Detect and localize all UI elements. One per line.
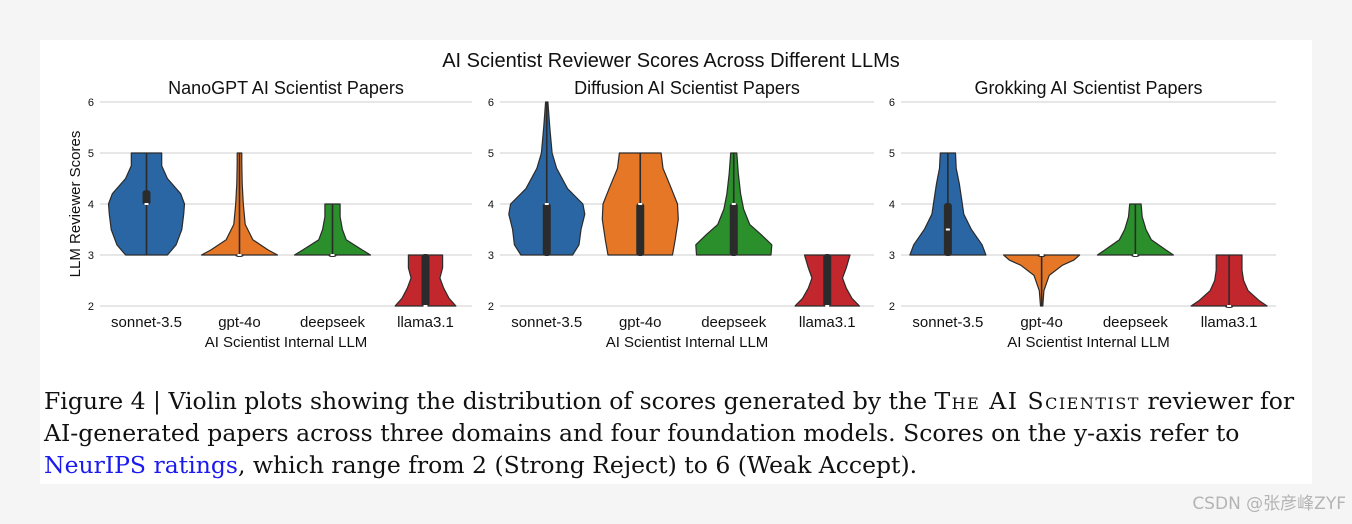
figure-card: AI Scientist Reviewer Scores Across Diff… — [40, 40, 1312, 484]
median-llama3.1 — [423, 305, 428, 307]
caption-text-before: Violin plots showing the distribution of… — [168, 387, 928, 415]
iqr-box-llama3.1 — [421, 254, 430, 307]
caption-text-middle: reviewer for AI-generated papers across … — [44, 387, 1295, 447]
x-tick-label: llama3.1 — [1201, 314, 1258, 331]
y-tick-label: 5 — [88, 148, 94, 160]
median-llama3.1 — [825, 305, 830, 307]
median-gpt-4o — [237, 254, 242, 256]
iqr-box-gpt-4o — [636, 203, 645, 256]
y-tick-label: 6 — [488, 97, 494, 109]
csdn-watermark: CSDN @张彦峰ZYF — [1192, 494, 1346, 514]
figure-caption: Figure 4 | Violin plots showing the dist… — [44, 385, 1309, 481]
iqr-box-sonnet-3.5 — [142, 190, 151, 205]
x-tick-label: gpt-4o — [218, 314, 261, 331]
y-tick-label: 5 — [488, 148, 494, 160]
y-tick-label: 3 — [488, 250, 494, 262]
x-tick-label: gpt-4o — [1020, 314, 1063, 331]
neurips-ratings-link[interactable]: NeurIPS ratings — [44, 451, 238, 479]
x-axis-label: AI Scientist Internal LLM — [1007, 334, 1170, 351]
panel-title: Grokking AI Scientist Papers — [974, 78, 1202, 98]
x-tick-label: deepseek — [701, 314, 767, 331]
x-tick-label: llama3.1 — [397, 314, 454, 331]
y-tick-label: 5 — [889, 148, 895, 160]
x-tick-label: deepseek — [300, 314, 366, 331]
panel-title: NanoGPT AI Scientist Papers — [168, 78, 404, 98]
panel-title: Diffusion AI Scientist Papers — [574, 78, 800, 98]
y-tick-label: 2 — [488, 301, 494, 313]
iqr-box-llama3.1 — [823, 254, 832, 307]
x-tick-label: sonnet-3.5 — [111, 314, 182, 331]
x-tick-label: sonnet-3.5 — [511, 314, 582, 331]
y-tick-label: 2 — [88, 301, 94, 313]
median-deepseek — [1133, 254, 1138, 256]
x-axis-label: AI Scientist Internal LLM — [205, 334, 368, 351]
x-tick-label: gpt-4o — [619, 314, 662, 331]
y-tick-label: 6 — [889, 97, 895, 109]
x-tick-label: llama3.1 — [799, 314, 856, 331]
median-sonnet-3.5 — [144, 203, 149, 205]
caption-separator: | — [153, 387, 161, 415]
median-gpt-4o — [1039, 254, 1044, 256]
violin-figure: AI Scientist Reviewer Scores Across Diff… — [67, 50, 1276, 351]
median-sonnet-3.5 — [945, 228, 950, 231]
caption-text-after: , which range from 2 (Strong Reject) to … — [237, 451, 918, 479]
x-axis-label: AI Scientist Internal LLM — [606, 334, 769, 351]
y-tick-label: 2 — [889, 301, 895, 313]
x-tick-label: sonnet-3.5 — [912, 314, 983, 331]
y-tick-label: 3 — [88, 250, 94, 262]
x-tick-label: deepseek — [1103, 314, 1169, 331]
iqr-box-sonnet-3.5 — [542, 203, 551, 256]
median-deepseek — [330, 254, 335, 256]
median-deepseek — [731, 203, 736, 205]
median-llama3.1 — [1227, 305, 1232, 307]
y-tick-label: 4 — [88, 199, 94, 211]
iqr-box-deepseek — [729, 203, 738, 256]
y-tick-label: 4 — [889, 199, 895, 211]
y-axis-label: LLM Reviewer Scores — [67, 131, 84, 278]
caption-figure-label: Figure 4 — [44, 387, 146, 415]
figure-suptitle: AI Scientist Reviewer Scores Across Diff… — [442, 50, 900, 72]
y-tick-label: 6 — [88, 97, 94, 109]
median-sonnet-3.5 — [544, 203, 549, 205]
median-gpt-4o — [638, 203, 643, 205]
y-tick-label: 4 — [488, 199, 494, 211]
y-tick-label: 3 — [889, 250, 895, 262]
caption-smallcaps-name: The AI Scientist — [934, 387, 1140, 415]
